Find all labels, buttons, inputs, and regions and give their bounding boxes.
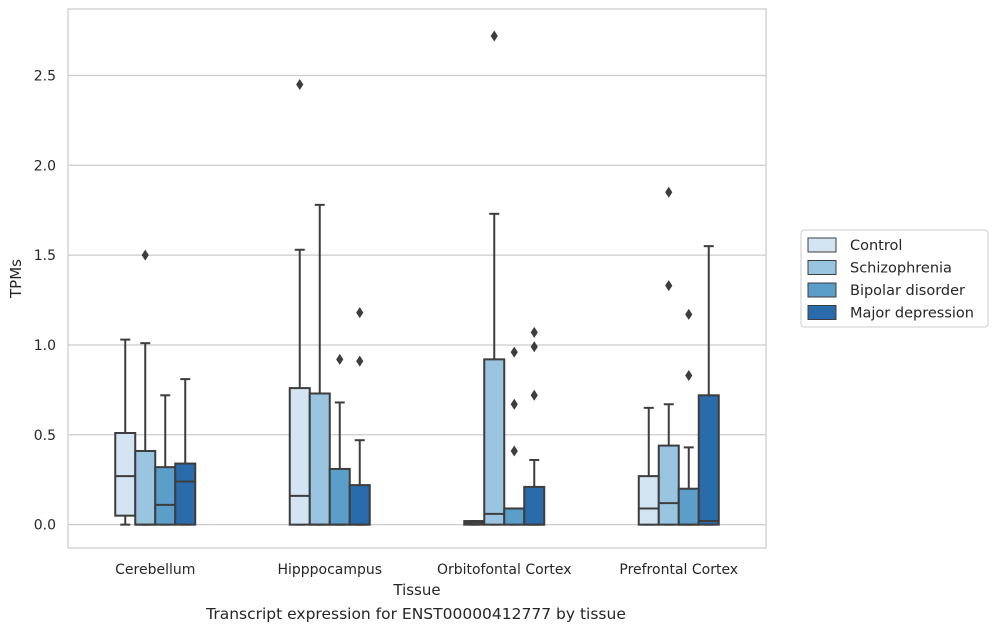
outlier-marker [665,186,673,198]
outlier-marker [490,30,498,42]
box-schizophrenia [657,186,680,526]
box-major-depression [348,307,371,526]
box-body [637,475,660,526]
box-body [677,487,700,526]
y-tick-label: 1.0 [34,338,56,354]
box-body [114,432,137,517]
outlier-marker [685,308,693,320]
box-control [463,520,486,526]
x-tick-label: Cerebellum [115,562,195,578]
x-tick-labels: Cerebellum Hipppocampus Orbitofontal Corte… [115,562,738,578]
outlier-marker [296,78,304,90]
box-bipolar-disorder [328,353,351,526]
legend: Control Schizophrenia Bipolar disorder Majo… [800,229,989,328]
y-tick-label: 0.0 [34,518,56,534]
box-major-depression [697,245,720,526]
box-control [114,338,137,526]
box-body [154,466,177,526]
box-schizophrenia [134,249,157,526]
box-control [637,406,660,526]
x-tick-label: Prefrontal Cortex [619,562,738,578]
outlier-marker [685,370,693,382]
outlier-marker [141,249,149,261]
box-bipolar-disorder [503,346,526,526]
box-schizophrenia [483,30,506,526]
box-body [174,462,197,526]
legend-swatch [807,305,837,320]
legend-label: Schizophrenia [850,261,952,277]
legend-label: Bipolar disorder [850,283,965,299]
chart-caption: Transcript expression for ENST0000041277… [206,605,626,623]
legend-swatch [807,282,837,298]
outlier-marker [530,326,538,338]
box-body [288,387,311,526]
outlier-marker [510,445,518,457]
box-body [697,394,720,526]
box-body [503,507,526,526]
box-major-depression [174,378,197,526]
y-tick-label: 2.0 [34,158,56,174]
box-body [657,444,680,526]
outlier-marker [510,398,518,410]
y-tick-label: 1.5 [34,248,56,264]
box-major-depression [523,326,546,526]
legend-frame [800,229,989,328]
outlier-marker [530,389,538,401]
plot-frame [67,8,767,549]
y-tick-labels: 0.0 0.5 1.0 1.5 2.0 2.5 [34,68,56,533]
chart: 0.0 0.5 1.0 1.5 2.0 2.5 Cerebellum Hipppocampu… [7,8,989,599]
y-tick-label: 0.5 [34,428,56,444]
box-body [523,485,546,526]
x-axis-label: Tissue [392,581,440,599]
outlier-marker [530,341,538,353]
box-bipolar-disorder [154,394,177,526]
x-tick-label: Hipppocampus [277,562,382,578]
legend-swatch [807,237,837,253]
box-body [328,467,351,526]
outlier-marker [356,355,364,367]
y-tick-label: 2.5 [34,68,56,84]
legend-label: Major depression [850,306,974,322]
box-body [348,484,371,526]
legend-label: Control [850,238,902,254]
outlier-marker [336,353,344,365]
box-schizophrenia [308,203,331,526]
box-control [288,78,311,526]
box-bipolar-disorder [677,308,700,526]
box-body [483,358,506,526]
outlier-marker [356,307,364,319]
x-tick-label: Orbitofontal Cortex [437,562,572,578]
legend-swatch [807,260,837,275]
box-body [308,392,331,526]
box-groups [114,30,720,526]
box-body [134,449,157,526]
y-axis-label: TPMs [7,259,25,299]
outlier-marker [665,280,673,292]
outlier-marker [510,346,518,358]
